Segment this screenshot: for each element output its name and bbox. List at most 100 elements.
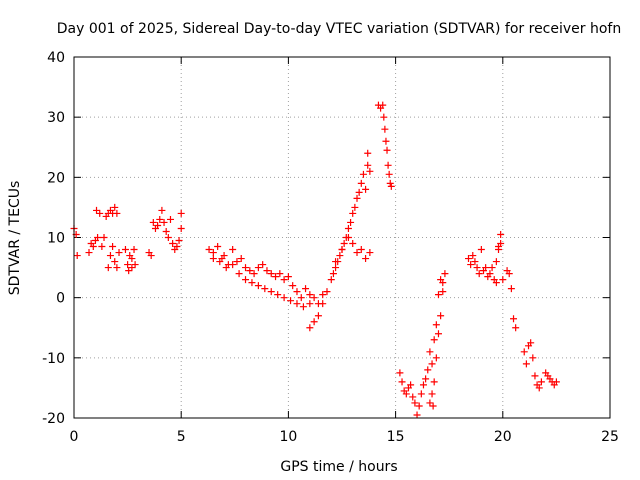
data-point	[473, 264, 481, 272]
data-point	[111, 203, 119, 211]
data-point	[357, 179, 365, 187]
data-point	[385, 170, 393, 178]
data-point	[471, 258, 479, 266]
data-point	[477, 246, 485, 254]
data-point	[537, 378, 545, 386]
data-point	[344, 224, 352, 232]
data-point	[248, 279, 256, 287]
data-point	[319, 291, 327, 299]
data-point	[497, 240, 505, 248]
data-point	[475, 270, 483, 278]
data-point	[115, 249, 123, 257]
data-point	[396, 369, 404, 377]
data-points	[70, 101, 560, 419]
data-point	[351, 203, 359, 211]
data-point	[96, 209, 104, 217]
data-point	[297, 294, 305, 302]
data-point	[89, 243, 97, 251]
data-point	[246, 267, 254, 275]
data-point	[535, 384, 543, 392]
data-point	[492, 258, 500, 266]
data-point	[387, 182, 395, 190]
plot-frame	[73, 56, 611, 419]
data-point	[437, 312, 445, 320]
data-point	[353, 249, 361, 257]
data-point	[327, 276, 335, 284]
data-point	[413, 411, 421, 419]
data-point	[205, 246, 213, 254]
data-point	[289, 282, 297, 290]
data-point	[259, 261, 267, 269]
data-point	[434, 330, 442, 338]
data-point	[512, 324, 520, 332]
data-point	[214, 243, 222, 251]
data-point	[235, 270, 243, 278]
data-point	[147, 252, 155, 260]
data-point	[386, 179, 394, 187]
data-point	[233, 258, 241, 266]
data-point	[293, 300, 301, 308]
data-point	[429, 402, 437, 410]
data-point	[276, 270, 284, 278]
data-point	[426, 399, 434, 407]
data-point	[100, 234, 108, 241]
data-point	[428, 390, 436, 398]
data-point	[336, 252, 344, 260]
data-point	[310, 294, 318, 302]
data-point	[125, 267, 133, 275]
data-point	[359, 170, 367, 178]
data-point	[124, 261, 132, 269]
data-point	[432, 354, 440, 362]
data-point	[319, 300, 327, 308]
data-point	[430, 378, 438, 386]
data-point	[220, 252, 228, 260]
data-point	[482, 264, 490, 272]
x-tick-label: 15	[387, 429, 405, 445]
data-point	[439, 288, 447, 296]
x-tick-label: 20	[494, 429, 512, 445]
data-point	[522, 360, 530, 368]
data-point	[113, 209, 121, 217]
data-point	[254, 264, 262, 272]
data-point	[430, 336, 438, 344]
data-point	[384, 161, 392, 169]
data-point	[349, 209, 357, 217]
x-axis-label: GPS time / hours	[280, 459, 397, 475]
data-point	[529, 354, 537, 362]
data-point	[106, 252, 114, 260]
data-point	[486, 270, 494, 278]
x-tick-label: 10	[279, 429, 297, 445]
data-point	[299, 303, 307, 311]
y-tick-label: -10	[42, 351, 65, 367]
data-point	[344, 234, 352, 241]
data-point	[85, 249, 93, 257]
data-point	[353, 194, 361, 202]
data-point	[379, 101, 387, 109]
data-point	[422, 375, 430, 383]
data-point	[364, 149, 372, 157]
data-point	[250, 270, 258, 278]
data-point	[488, 264, 496, 272]
data-point	[216, 258, 224, 266]
data-point	[314, 312, 322, 320]
y-tick-label: -20	[42, 411, 65, 427]
data-point	[464, 255, 472, 263]
data-point	[111, 258, 119, 266]
data-point	[428, 360, 436, 368]
data-point	[177, 209, 185, 217]
data-point	[398, 378, 406, 386]
data-point	[242, 276, 250, 284]
data-point	[109, 243, 117, 251]
data-point	[209, 249, 217, 257]
data-point	[499, 276, 507, 284]
data-point	[158, 206, 166, 214]
data-point	[382, 137, 390, 145]
data-point	[340, 240, 348, 248]
data-point	[362, 185, 370, 193]
data-point	[329, 270, 337, 278]
data-point	[497, 230, 505, 238]
data-point	[302, 285, 310, 293]
data-point	[113, 264, 121, 272]
chart-title: Day 001 of 2025, Sidereal Day-to-day VTE…	[57, 21, 621, 37]
